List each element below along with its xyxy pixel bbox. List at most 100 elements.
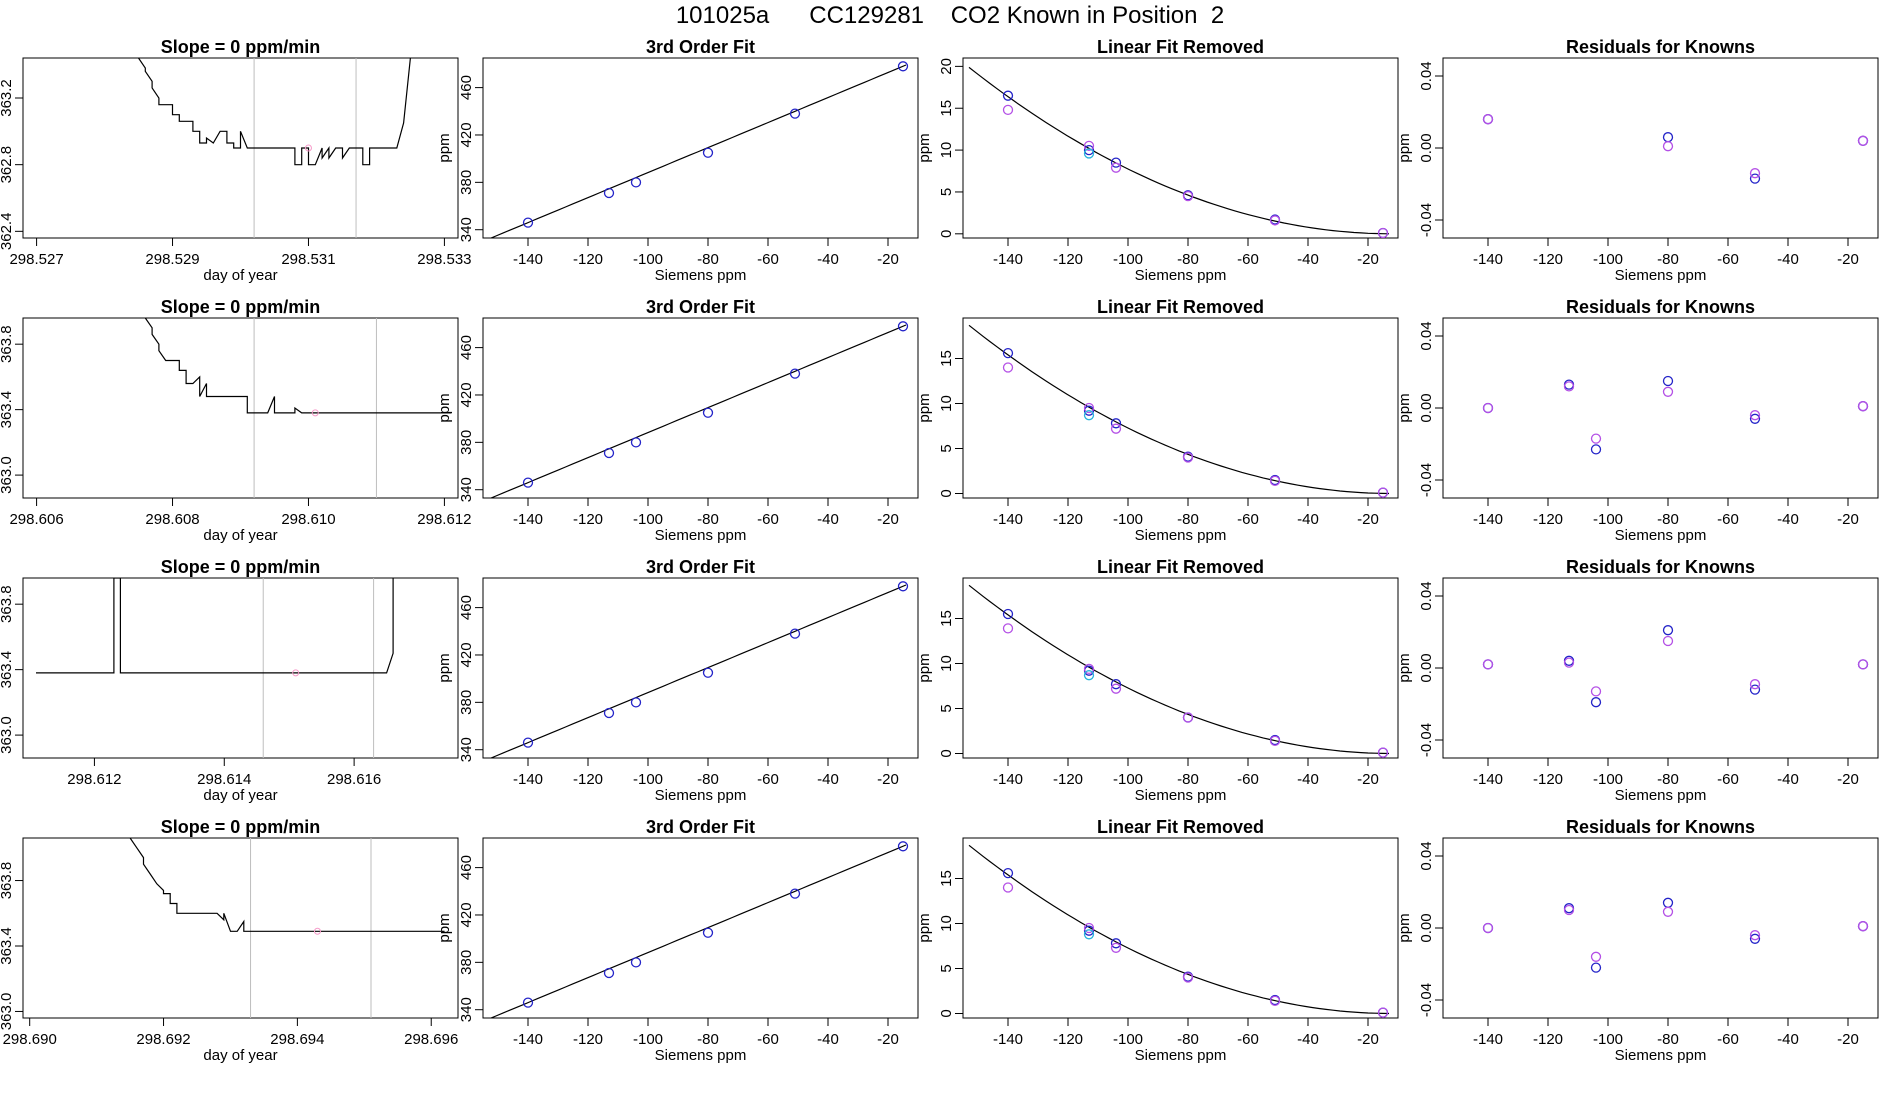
y-tick-label: 420 <box>458 902 475 927</box>
marker-point <box>311 409 319 417</box>
plot-frame <box>962 57 1399 239</box>
x-tick-label: -120 <box>1053 1031 1083 1048</box>
data-point-cyan <box>1083 670 1095 681</box>
fit-curve <box>968 584 1390 755</box>
x-tick-label: -120 <box>1053 511 1083 528</box>
y-tick-label: 0.00 <box>1418 913 1435 942</box>
data-point-violet <box>1749 410 1761 421</box>
x-tick-label: -140 <box>993 771 1023 788</box>
data-point-blue <box>1083 925 1095 936</box>
x-axis-label: Siemens ppm <box>655 527 747 544</box>
data-point-blue <box>1083 144 1095 156</box>
panel-title: Slope = 0 ppm/min <box>161 297 321 317</box>
x-tick-label: -120 <box>1533 251 1563 268</box>
panel-title: Residuals for Knowns <box>1566 557 1755 577</box>
panel-title: 3rd Order Fit <box>646 297 755 317</box>
x-tick-label: -100 <box>1113 511 1143 528</box>
x-tick-label: 298.606 <box>9 511 63 528</box>
x-tick-label: -20 <box>1837 511 1859 528</box>
data-point-blue <box>1662 375 1674 387</box>
y-tick-label: 0.04 <box>1418 61 1435 90</box>
x-axis-label: Siemens ppm <box>1615 1047 1707 1064</box>
y-tick-label: 340 <box>458 217 475 242</box>
data-point-blue <box>1590 444 1602 455</box>
x-tick-label: -80 <box>697 771 719 788</box>
y-tick-label: -0.04 <box>1418 983 1435 1017</box>
data-point-blue <box>789 628 801 639</box>
panel-r4c4: Residuals for Knowns -140 -120 -100 -80 -60 -4… <box>1396 817 1879 1064</box>
plot-frame <box>482 317 919 499</box>
plot-area <box>144 318 452 498</box>
x-tick-label: -40 <box>1297 511 1319 528</box>
data-point-blue <box>630 437 642 448</box>
panel-r1c1: Slope = 0 ppm/min 298.527 298.529 298.531 29… <box>0 37 472 284</box>
panel-r2c4: Residuals for Knowns -140 -120 -100 -80 -60 -4… <box>1396 297 1879 544</box>
data-point-violet <box>1110 423 1122 434</box>
x-tick-label: 298.694 <box>270 1031 324 1048</box>
plot-area <box>129 838 445 1018</box>
x-axis-label: Siemens ppm <box>655 1047 747 1064</box>
panel-title: Linear Fit Removed <box>1097 557 1264 577</box>
plot-area <box>1482 625 1869 708</box>
x-tick-label: -40 <box>1297 1031 1319 1048</box>
data-point-violet <box>1662 635 1674 647</box>
fit-curve <box>489 64 907 238</box>
data-point-violet <box>1083 402 1095 414</box>
panel-r1c4: Residuals for Knowns -140 -120 -100 -80 -60 -4… <box>1396 37 1879 284</box>
data-point-violet <box>1083 140 1095 152</box>
data-point-blue <box>789 108 801 119</box>
x-tick-label: -140 <box>1473 771 1503 788</box>
data-point-blue <box>1662 897 1674 908</box>
x-tick-label: 298.612 <box>417 511 471 528</box>
plot-frame <box>22 577 459 759</box>
x-tick-label: -80 <box>1657 1031 1679 1048</box>
x-tick-label: -20 <box>1357 1031 1379 1048</box>
data-point-violet <box>1857 921 1869 932</box>
y-tick-label: 420 <box>458 122 475 147</box>
y-tick-label: 362.4 <box>0 213 15 251</box>
x-axis-label: day of year <box>203 267 277 284</box>
x-tick-label: -100 <box>1593 511 1623 528</box>
x-tick-label: -100 <box>633 511 663 528</box>
plot-frame <box>482 57 919 239</box>
data-point-blue <box>1110 679 1122 690</box>
y-tick-label: 363.4 <box>0 391 15 429</box>
plot-area <box>1482 897 1869 973</box>
data-point-blue <box>1749 413 1761 424</box>
x-tick-label: 298.614 <box>197 771 251 788</box>
x-tick-label: -80 <box>1657 251 1679 268</box>
x-tick-label: 298.608 <box>145 511 199 528</box>
data-point-violet <box>1002 882 1014 893</box>
data-point-violet <box>1590 951 1602 962</box>
data-point-violet <box>1377 1007 1389 1018</box>
data-point-violet <box>1749 679 1761 690</box>
x-tick-label: -40 <box>1777 511 1799 528</box>
x-axis-label: Siemens ppm <box>1135 267 1227 284</box>
x-tick-label: -100 <box>1113 251 1143 268</box>
x-tick-label: 298.610 <box>281 511 335 528</box>
x-tick-label: -100 <box>1113 771 1143 788</box>
x-tick-label: 298.531 <box>281 251 335 268</box>
fit-curve <box>968 844 1390 1015</box>
panel-title: Residuals for Knowns <box>1566 817 1755 837</box>
x-tick-label: 298.529 <box>145 251 199 268</box>
data-point-blue <box>603 707 615 719</box>
x-axis-label: Siemens ppm <box>655 787 747 804</box>
x-axis-label: day of year <box>203 527 277 544</box>
data-point-violet <box>1110 683 1122 694</box>
panel-r3c4: Residuals for Knowns -140 -120 -100 -80 -60 -4… <box>1396 557 1879 804</box>
plot-frame <box>22 57 459 239</box>
x-tick-label: -140 <box>1473 251 1503 268</box>
plot-area <box>968 584 1390 758</box>
data-point-blue <box>1002 347 1014 359</box>
data-point-blue <box>630 957 642 968</box>
fit-curve <box>489 844 907 1018</box>
data-point-violet <box>1749 930 1761 941</box>
data-point-violet <box>1002 362 1014 373</box>
x-tick-label: -40 <box>817 771 839 788</box>
data-point-violet <box>1083 922 1095 934</box>
x-tick-label: -60 <box>1717 1031 1739 1048</box>
panel-title: 3rd Order Fit <box>646 817 755 837</box>
y-tick-label: 0 <box>938 749 955 757</box>
y-tick-label: 362.8 <box>0 146 15 184</box>
